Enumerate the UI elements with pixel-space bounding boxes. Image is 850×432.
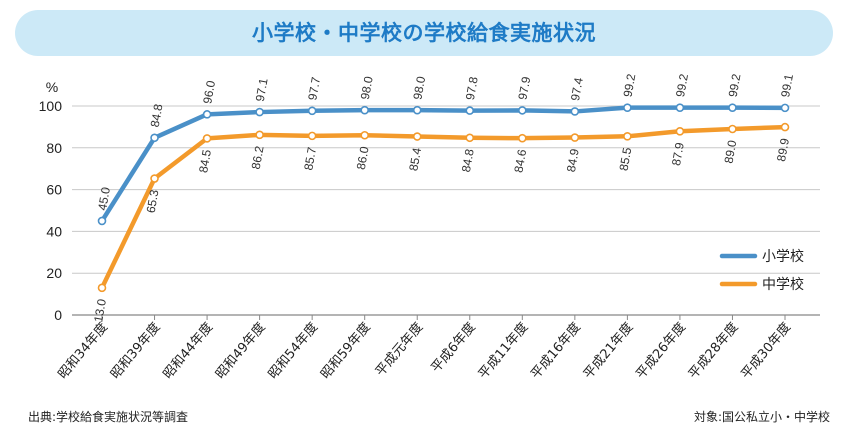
data-point [307, 106, 317, 116]
data-point [675, 126, 685, 136]
data-label: 84.5 [196, 148, 214, 174]
x-tick-label: 昭和39年度 [107, 319, 163, 382]
data-point [570, 107, 580, 116]
data-label: 99.2 [621, 72, 639, 98]
data-point [150, 133, 159, 143]
x-tick-label: 平成21年度 [580, 319, 636, 382]
x-tick-label: 昭和49年度 [212, 319, 268, 382]
x-tick-label: 平成30年度 [738, 319, 794, 382]
data-point [202, 110, 212, 119]
y-tick-label: 60 [46, 182, 62, 198]
data-point [412, 105, 422, 115]
legend-label: 小学校 [762, 248, 804, 265]
data-label: 99.2 [726, 72, 744, 98]
chart-title: 小学校・中学校の学校給食実施状況 [252, 21, 596, 45]
target-note: 対象:国公私立小・中学校 [693, 410, 830, 424]
chart-title-banner: 小学校・中学校の学校給食実施状況 [15, 10, 833, 56]
data-label: 98.0 [410, 75, 428, 101]
data-label: 86.0 [354, 145, 372, 171]
data-point [728, 124, 737, 134]
x-tick-label: 平成6年度 [428, 319, 479, 375]
data-point [780, 103, 790, 113]
data-point [97, 216, 107, 226]
data-label: 85.5 [616, 146, 634, 172]
data-label: 86.2 [249, 145, 267, 171]
data-label: 97.9 [515, 75, 533, 101]
data-point [412, 132, 422, 141]
data-label: 99.2 [673, 72, 691, 98]
data-label: 84.9 [564, 147, 582, 173]
x-tick-label: 平成16年度 [528, 319, 584, 382]
data-label: 98.0 [358, 75, 376, 101]
data-point [623, 132, 632, 141]
data-label: 97.4 [568, 76, 586, 102]
data-point [465, 133, 475, 143]
data-point [97, 283, 107, 293]
data-label: 89.9 [774, 137, 792, 163]
data-point [675, 103, 685, 112]
y-axis-label: % [46, 79, 58, 95]
x-tick-label: 平成28年度 [685, 319, 741, 382]
data-label: 97.7 [305, 76, 323, 102]
data-label: 87.9 [669, 141, 687, 167]
y-tick-label: 80 [46, 140, 62, 156]
series-line-junior-high [99, 124, 788, 291]
series-line-elementary [99, 105, 788, 224]
x-tick-label: 平成11年度 [475, 319, 531, 382]
data-label: 45.0 [95, 186, 113, 212]
data-point [255, 107, 264, 117]
data-point [570, 133, 580, 142]
y-tick-label: 0 [54, 307, 62, 323]
data-label: 97.1 [253, 77, 271, 103]
data-point [360, 130, 369, 140]
data-label: 96.0 [200, 79, 218, 105]
data-label: 85.7 [301, 146, 319, 172]
x-tick-label: 平成元年度 [372, 319, 426, 379]
y-tick-label: 20 [46, 265, 62, 281]
data-label: 13.0 [91, 298, 109, 324]
data-point [728, 103, 737, 112]
x-tick-label: 昭和59年度 [317, 319, 373, 382]
data-label: 99.1 [778, 73, 796, 99]
y-tick-label: 100 [39, 98, 63, 114]
x-tick-label: 平成26年度 [633, 319, 689, 382]
y-tick-label: 40 [46, 223, 62, 239]
legend-label: 中学校 [762, 276, 804, 293]
data-label: 97.8 [463, 75, 481, 101]
data-label: 84.8 [459, 148, 477, 174]
data-point [307, 131, 317, 141]
data-label: 89.0 [722, 139, 740, 165]
data-point [255, 130, 264, 140]
data-point [465, 106, 475, 115]
data-point [518, 106, 527, 115]
data-label: 65.3 [144, 188, 162, 214]
data-point [623, 103, 632, 112]
x-tick-label: 昭和44年度 [160, 319, 216, 382]
data-label: 84.8 [148, 103, 166, 129]
data-point [780, 122, 790, 132]
data-point [202, 134, 212, 143]
source-note: 出典:学校給食実施状況等調査 [28, 410, 189, 424]
data-point [150, 174, 159, 183]
data-label: 84.6 [511, 148, 529, 174]
data-label: 85.4 [406, 146, 424, 172]
data-point [360, 105, 369, 115]
x-tick-label: 昭和34年度 [55, 319, 111, 382]
x-tick-label: 昭和54年度 [265, 319, 321, 382]
data-point [518, 133, 527, 143]
